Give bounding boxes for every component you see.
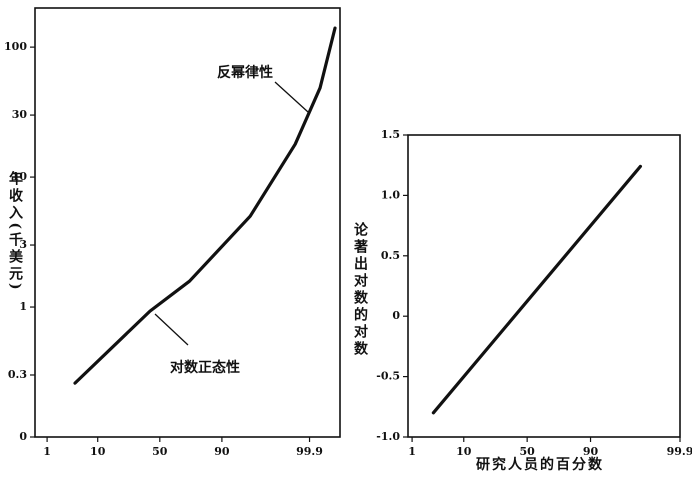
x-tick-label: 50 <box>519 445 535 458</box>
annotation: 反幂律性 <box>217 64 273 81</box>
y-axis-label: 论著出对数的对数 <box>352 221 369 358</box>
y-tick-label: -0.5 <box>376 370 400 383</box>
x-tick-label: 50 <box>152 445 168 458</box>
y-tick-label: 0.5 <box>381 249 400 262</box>
y-tick-label: 100 <box>4 40 27 53</box>
y-tick-label: 10 <box>12 170 28 183</box>
y-tick-label: 1.0 <box>381 188 400 201</box>
y-tick-label: 0 <box>19 430 27 443</box>
annotation: 对数正态性 <box>170 359 240 376</box>
data-line <box>431 164 642 415</box>
x-tick-label: 99.9 <box>667 445 692 458</box>
y-tick-label: 3 <box>19 238 27 251</box>
y-tick-label: 0 <box>392 309 400 322</box>
y-tick-label: 0.3 <box>8 368 27 381</box>
x-tick-label: 1 <box>408 445 416 458</box>
y-axis-label: 年收入(千美元) <box>7 171 23 293</box>
x-tick-label: 90 <box>214 445 230 458</box>
x-tick-label: 10 <box>456 445 472 458</box>
y-tick-label: 30 <box>12 108 28 121</box>
x-tick-label: 1 <box>43 445 51 458</box>
y-tick-label: 1 <box>19 300 27 313</box>
plot-frame <box>407 134 681 438</box>
plot-frame <box>34 7 341 438</box>
x-tick-label: 10 <box>90 445 106 458</box>
leader-line <box>274 81 309 113</box>
x-tick-label: 90 <box>583 445 599 458</box>
y-tick-label: -1.0 <box>376 430 400 443</box>
y-tick-label: 1.5 <box>381 128 400 141</box>
leader-line <box>154 313 189 346</box>
x-tick-label: 99.9 <box>296 445 323 458</box>
x-axis-label: 研究人员的百分数 <box>476 456 604 473</box>
data-line <box>73 26 337 385</box>
